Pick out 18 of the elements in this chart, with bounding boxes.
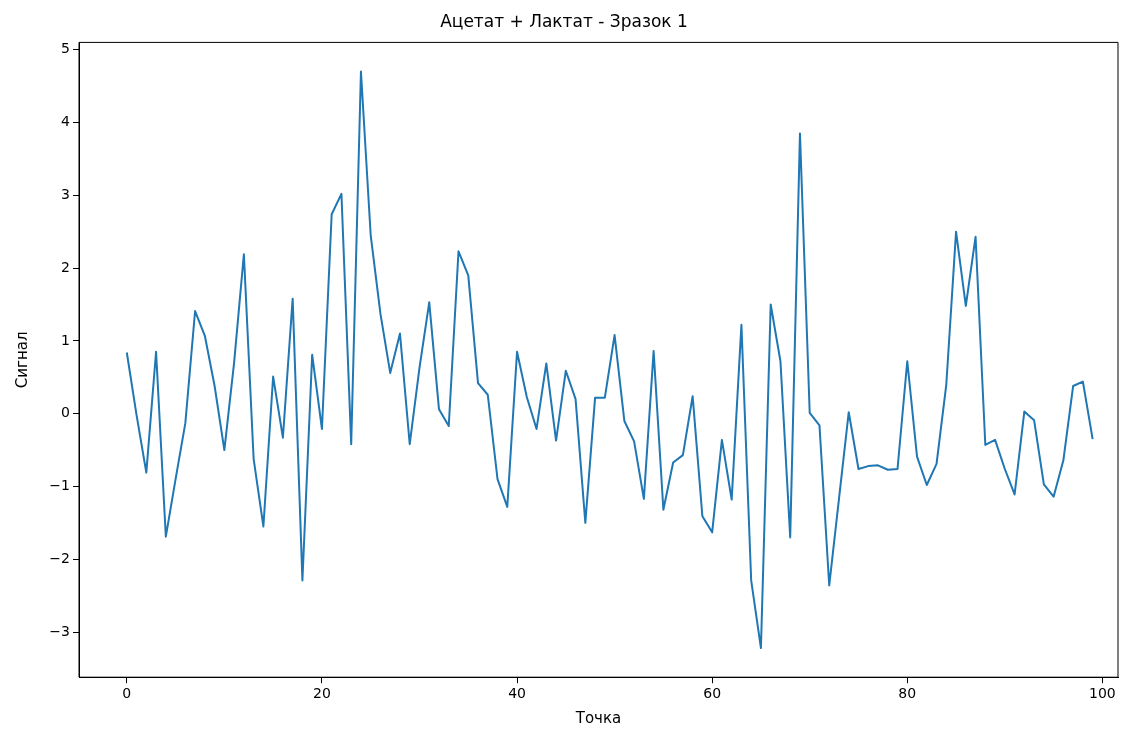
x-tick-label: 40: [508, 685, 526, 702]
x-tick-label: 0: [122, 685, 132, 702]
x-tick-label: 20: [313, 685, 331, 702]
y-axis-title: Сигнал: [12, 331, 31, 389]
y-tick-label: 2: [61, 258, 70, 275]
y-tick-label: 0: [61, 404, 70, 421]
chart-title: Ацетат + Лактат - Зразок 1: [440, 10, 688, 31]
y-tick-label: 3: [61, 185, 70, 202]
x-tick-label: 60: [703, 685, 722, 702]
x-tick-label: 80: [898, 685, 917, 702]
y-tick-label: 5: [61, 40, 70, 57]
y-tick-label: 4: [61, 113, 71, 130]
y-tick-label: −1: [49, 477, 70, 494]
y-tick-label: −2: [49, 549, 70, 566]
x-tick-label: 100: [1089, 685, 1116, 702]
x-axis-title: Точка: [574, 708, 622, 727]
y-tick-label: 1: [61, 331, 70, 348]
y-tick-label: −3: [49, 622, 70, 639]
